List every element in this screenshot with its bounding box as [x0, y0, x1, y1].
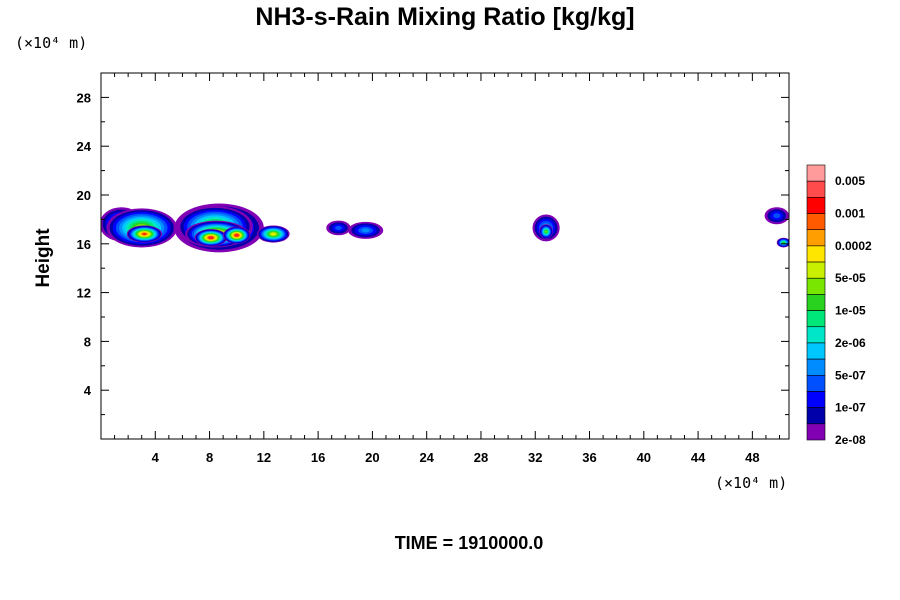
y-tick-label: 28: [77, 90, 91, 105]
field-blob: [126, 225, 163, 243]
colorbar-swatch: [806, 213, 826, 231]
x-tick-label: 16: [311, 450, 325, 465]
field-contour: [271, 233, 275, 235]
colorbar-label: 1e-05: [835, 304, 866, 318]
field-contour: [545, 230, 547, 233]
colorbar-swatch: [806, 245, 826, 263]
colorbar-swatch: [806, 261, 826, 279]
field-contour: [361, 228, 370, 233]
field-blob: [257, 225, 290, 243]
field-contour: [334, 225, 342, 231]
colorbar-label: 0.0002: [835, 239, 872, 253]
field-blob: [326, 220, 351, 236]
field-contour: [143, 233, 146, 235]
field-blob: [347, 221, 384, 239]
colorbar-swatch: [806, 180, 826, 198]
colorbar-label: 5e-07: [835, 368, 866, 382]
x-tick-label: 12: [257, 450, 271, 465]
x-tick-label: 40: [637, 450, 651, 465]
colorbar-swatch: [806, 277, 826, 295]
field-contour: [235, 234, 238, 236]
x-tick-label: 28: [474, 450, 488, 465]
colorbar-swatch: [806, 294, 826, 311]
field-blob: [223, 226, 251, 244]
colorbar-swatch: [806, 326, 826, 344]
y-axis-ticks: 4 8 12 16 20 24 28: [77, 90, 789, 416]
colorbar-swatch: [806, 229, 826, 247]
y-tick-label: 24: [77, 139, 92, 154]
y-tick-label: 16: [77, 237, 91, 252]
colorbar-label: 2e-08: [835, 433, 866, 447]
x-tick-label: 4: [152, 450, 160, 465]
field-blob: [764, 207, 789, 225]
colorbar-label: 0.005: [835, 174, 865, 188]
colorbar-swatch: [806, 164, 826, 182]
y-tick-label: 8: [84, 334, 91, 349]
time-label: TIME = 1910000.0: [395, 533, 544, 553]
x-tick-label: 24: [419, 450, 434, 465]
plot-data: [101, 203, 789, 253]
x-tick-label: 8: [206, 450, 213, 465]
y-axis-label: Height: [33, 228, 54, 288]
colorbar-label: 0.001: [835, 207, 865, 221]
colorbar-swatch: [806, 423, 826, 441]
field-contour: [209, 237, 213, 239]
field-blob: [776, 237, 789, 248]
colorbar-label: 1e-07: [835, 401, 866, 415]
x-unit-label: (×10⁴ m): [715, 474, 787, 492]
colorbar-swatch: [806, 358, 826, 376]
field-blob: [539, 224, 553, 239]
y-tick-label: 12: [77, 286, 91, 301]
y-tick-label: 4: [84, 383, 92, 398]
field-blob: [194, 229, 228, 247]
colorbar-swatch: [806, 374, 826, 392]
y-tick-label: 20: [77, 188, 91, 203]
x-tick-label: 32: [528, 450, 542, 465]
field-contour: [782, 241, 785, 244]
colorbar-swatch: [806, 391, 826, 408]
y-unit-label: (×10⁴ m): [15, 34, 87, 52]
x-axis-ticks: 4 8 12 16 20 24 28 32 36 40 44 48: [114, 73, 781, 465]
colorbar-swatch: [806, 310, 826, 328]
colorbar-swatch: [806, 407, 826, 425]
colorbar: 0.005 0.001 0.0002 5e-05 1e-05 2e-06 5e-07 1e-0…: [806, 164, 872, 447]
field-contour: [773, 213, 781, 219]
x-tick-label: 44: [691, 450, 706, 465]
colorbar-label: 2e-06: [835, 336, 866, 350]
plot-frame: [100, 72, 790, 440]
x-tick-label: 20: [365, 450, 379, 465]
x-tick-label: 36: [582, 450, 596, 465]
x-tick-label: 48: [745, 450, 759, 465]
colorbar-label: 5e-05: [835, 271, 866, 285]
colorbar-swatch: [806, 197, 826, 214]
colorbar-swatch: [806, 342, 826, 360]
chart-title: NH3-s-Rain Mixing Ratio [kg/kg]: [255, 3, 634, 31]
